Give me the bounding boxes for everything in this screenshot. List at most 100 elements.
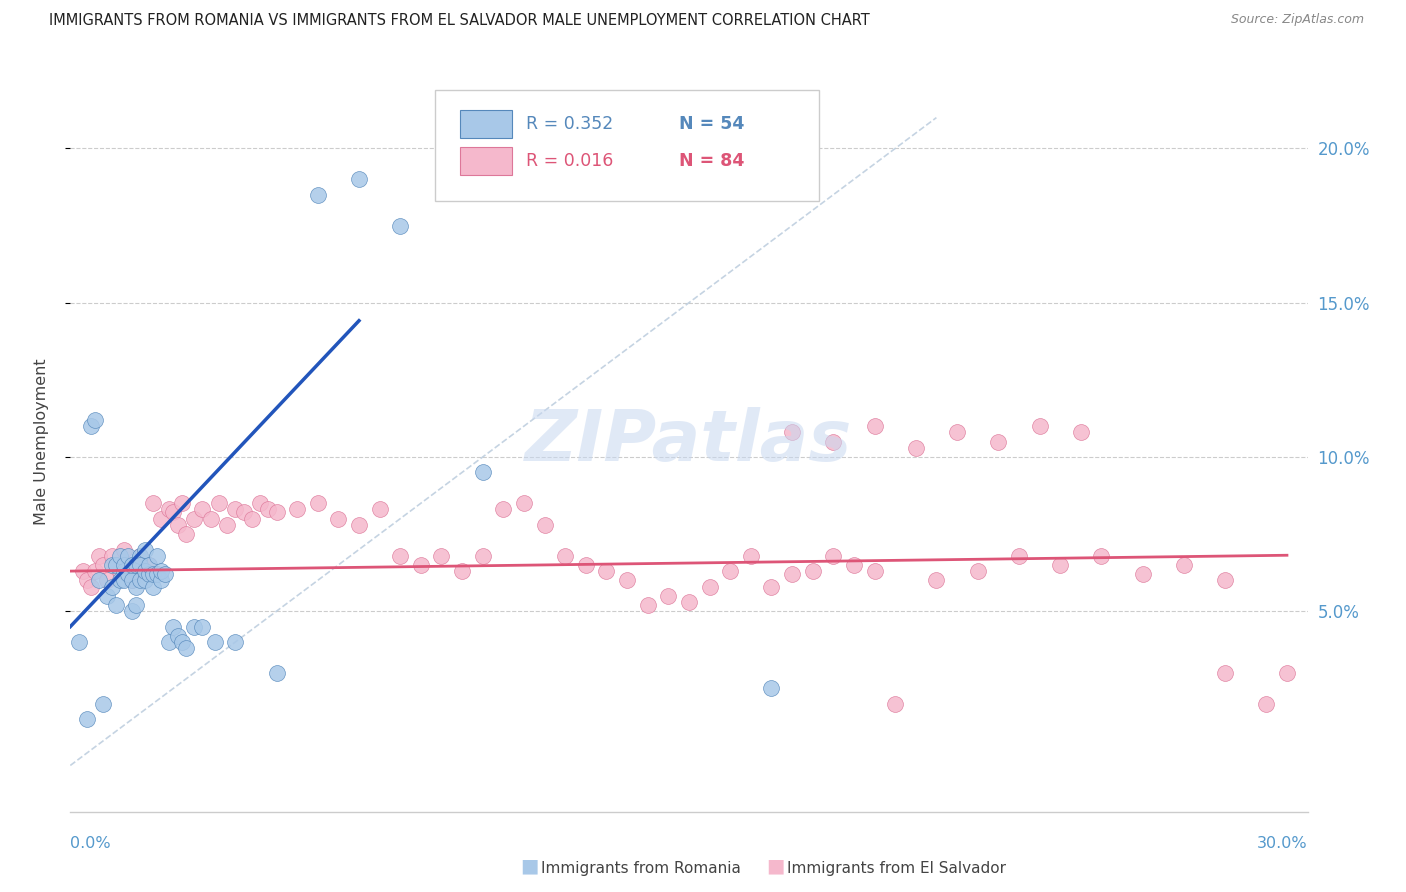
Point xyxy=(1173,558,1195,572)
Point xyxy=(946,425,969,440)
Point xyxy=(191,619,214,633)
Point xyxy=(166,517,188,532)
Point xyxy=(389,549,412,563)
Point xyxy=(925,574,948,588)
Point xyxy=(1275,665,1298,680)
Point xyxy=(125,580,148,594)
Point xyxy=(146,549,169,563)
Point xyxy=(780,567,803,582)
Point xyxy=(533,517,555,532)
Point xyxy=(678,595,700,609)
Point xyxy=(134,564,156,578)
Point xyxy=(699,580,721,594)
Point xyxy=(761,580,783,594)
Point xyxy=(174,641,197,656)
Point xyxy=(84,413,107,427)
Point xyxy=(987,434,1010,449)
Point xyxy=(125,558,148,572)
Point xyxy=(162,619,184,633)
Point xyxy=(389,219,412,233)
Point xyxy=(157,635,180,649)
Point xyxy=(174,527,197,541)
Point xyxy=(104,558,127,572)
Point xyxy=(142,496,165,510)
Point xyxy=(1049,558,1071,572)
Point xyxy=(183,511,205,525)
Point xyxy=(100,558,122,572)
Point xyxy=(307,496,329,510)
Point xyxy=(117,549,139,563)
Point xyxy=(492,502,515,516)
Point xyxy=(89,574,111,588)
Point xyxy=(200,511,222,525)
Point xyxy=(657,589,679,603)
Point xyxy=(409,558,432,572)
Point xyxy=(129,558,152,572)
Point xyxy=(153,567,176,582)
Point xyxy=(112,564,135,578)
Text: ■: ■ xyxy=(520,857,538,876)
Point xyxy=(117,567,139,582)
Text: N = 54: N = 54 xyxy=(679,115,744,133)
Point xyxy=(347,172,370,186)
Point xyxy=(125,558,148,572)
Point xyxy=(1070,425,1092,440)
Point xyxy=(224,502,246,516)
Text: IMMIGRANTS FROM ROMANIA VS IMMIGRANTS FROM EL SALVADOR MALE UNEMPLOYMENT CORRELA: IMMIGRANTS FROM ROMANIA VS IMMIGRANTS FR… xyxy=(49,13,870,29)
Point xyxy=(863,564,886,578)
Point xyxy=(170,635,193,649)
Point xyxy=(863,419,886,434)
Point xyxy=(204,635,226,649)
Point xyxy=(91,697,114,711)
Point xyxy=(108,564,131,578)
Point xyxy=(76,574,98,588)
Point xyxy=(150,564,173,578)
Point xyxy=(823,434,845,449)
Point xyxy=(112,542,135,557)
Point xyxy=(1028,419,1050,434)
Point xyxy=(1213,574,1236,588)
Point xyxy=(257,502,280,516)
Y-axis label: Male Unemployment: Male Unemployment xyxy=(35,359,49,524)
Point xyxy=(166,629,188,643)
Point xyxy=(104,598,127,612)
Point xyxy=(471,466,494,480)
Point xyxy=(215,517,238,532)
Text: 30.0%: 30.0% xyxy=(1257,837,1308,851)
Point xyxy=(842,558,865,572)
Point xyxy=(637,598,659,612)
FancyBboxPatch shape xyxy=(436,90,818,201)
Point xyxy=(232,506,254,520)
Point xyxy=(108,574,131,588)
Point xyxy=(575,558,598,572)
Point xyxy=(80,419,103,434)
Point xyxy=(307,187,329,202)
Point xyxy=(554,549,576,563)
Point xyxy=(966,564,988,578)
Point xyxy=(1090,549,1112,563)
Point xyxy=(112,574,135,588)
Point xyxy=(121,604,143,618)
Point xyxy=(125,598,148,612)
Point xyxy=(761,681,783,696)
Point xyxy=(801,564,824,578)
Point xyxy=(146,567,169,582)
Point xyxy=(718,564,741,578)
Text: Immigrants from El Salvador: Immigrants from El Salvador xyxy=(787,861,1007,876)
Point xyxy=(285,502,308,516)
Text: R = 0.352: R = 0.352 xyxy=(526,115,613,133)
Point xyxy=(328,511,350,525)
Point xyxy=(740,549,762,563)
Point xyxy=(191,502,214,516)
Point xyxy=(471,549,494,563)
Point xyxy=(129,549,152,563)
Point xyxy=(134,574,156,588)
Point xyxy=(129,549,152,563)
Point xyxy=(76,712,98,726)
Text: N = 84: N = 84 xyxy=(679,152,744,170)
Point xyxy=(240,511,263,525)
Point xyxy=(904,441,927,455)
Point xyxy=(108,549,131,563)
Point xyxy=(616,574,638,588)
Point xyxy=(595,564,617,578)
